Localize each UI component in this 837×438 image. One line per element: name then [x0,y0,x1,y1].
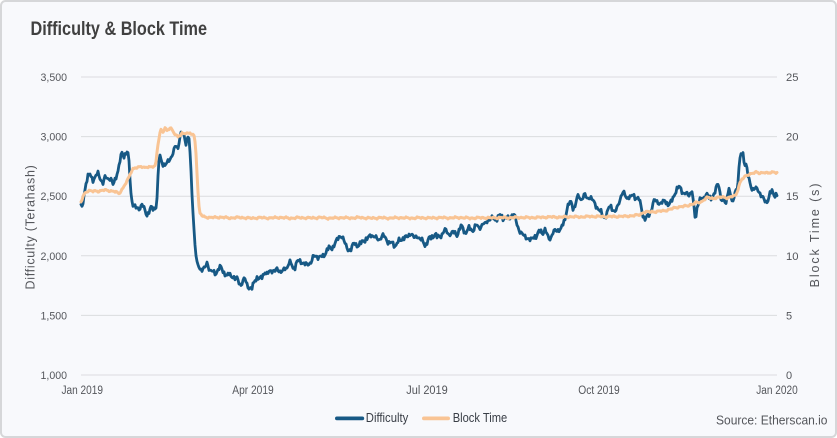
svg-text:Apr 2019: Apr 2019 [232,385,274,397]
svg-text:2,500: 2,500 [41,191,68,203]
svg-text:Difficulty: Difficulty [366,411,409,425]
svg-text:Jan 2020: Jan 2020 [756,385,798,397]
svg-text:1,500: 1,500 [41,310,68,322]
svg-text:1,000: 1,000 [41,370,68,382]
svg-text:Block Time (s): Block Time (s) [808,182,822,288]
svg-text:5: 5 [786,310,792,322]
svg-text:Difficulty & Block Time: Difficulty & Block Time [31,18,208,40]
svg-text:Block Time: Block Time [453,411,508,425]
svg-text:2,000: 2,000 [41,251,68,263]
svg-text:25: 25 [786,72,799,84]
svg-text:3,500: 3,500 [41,72,68,84]
svg-text:Source: Etherscan.io: Source: Etherscan.io [716,414,828,428]
svg-text:Jul 2019: Jul 2019 [406,385,448,397]
svg-text:Jan 2019: Jan 2019 [61,385,103,397]
svg-text:Oct 2019: Oct 2019 [578,385,620,397]
svg-text:15: 15 [786,191,799,203]
svg-text:10: 10 [786,251,799,263]
svg-text:20: 20 [786,132,799,144]
svg-text:3,000: 3,000 [41,132,68,144]
svg-text:0: 0 [786,370,792,382]
svg-text:Difficulty (Terahash): Difficulty (Terahash) [24,165,38,290]
